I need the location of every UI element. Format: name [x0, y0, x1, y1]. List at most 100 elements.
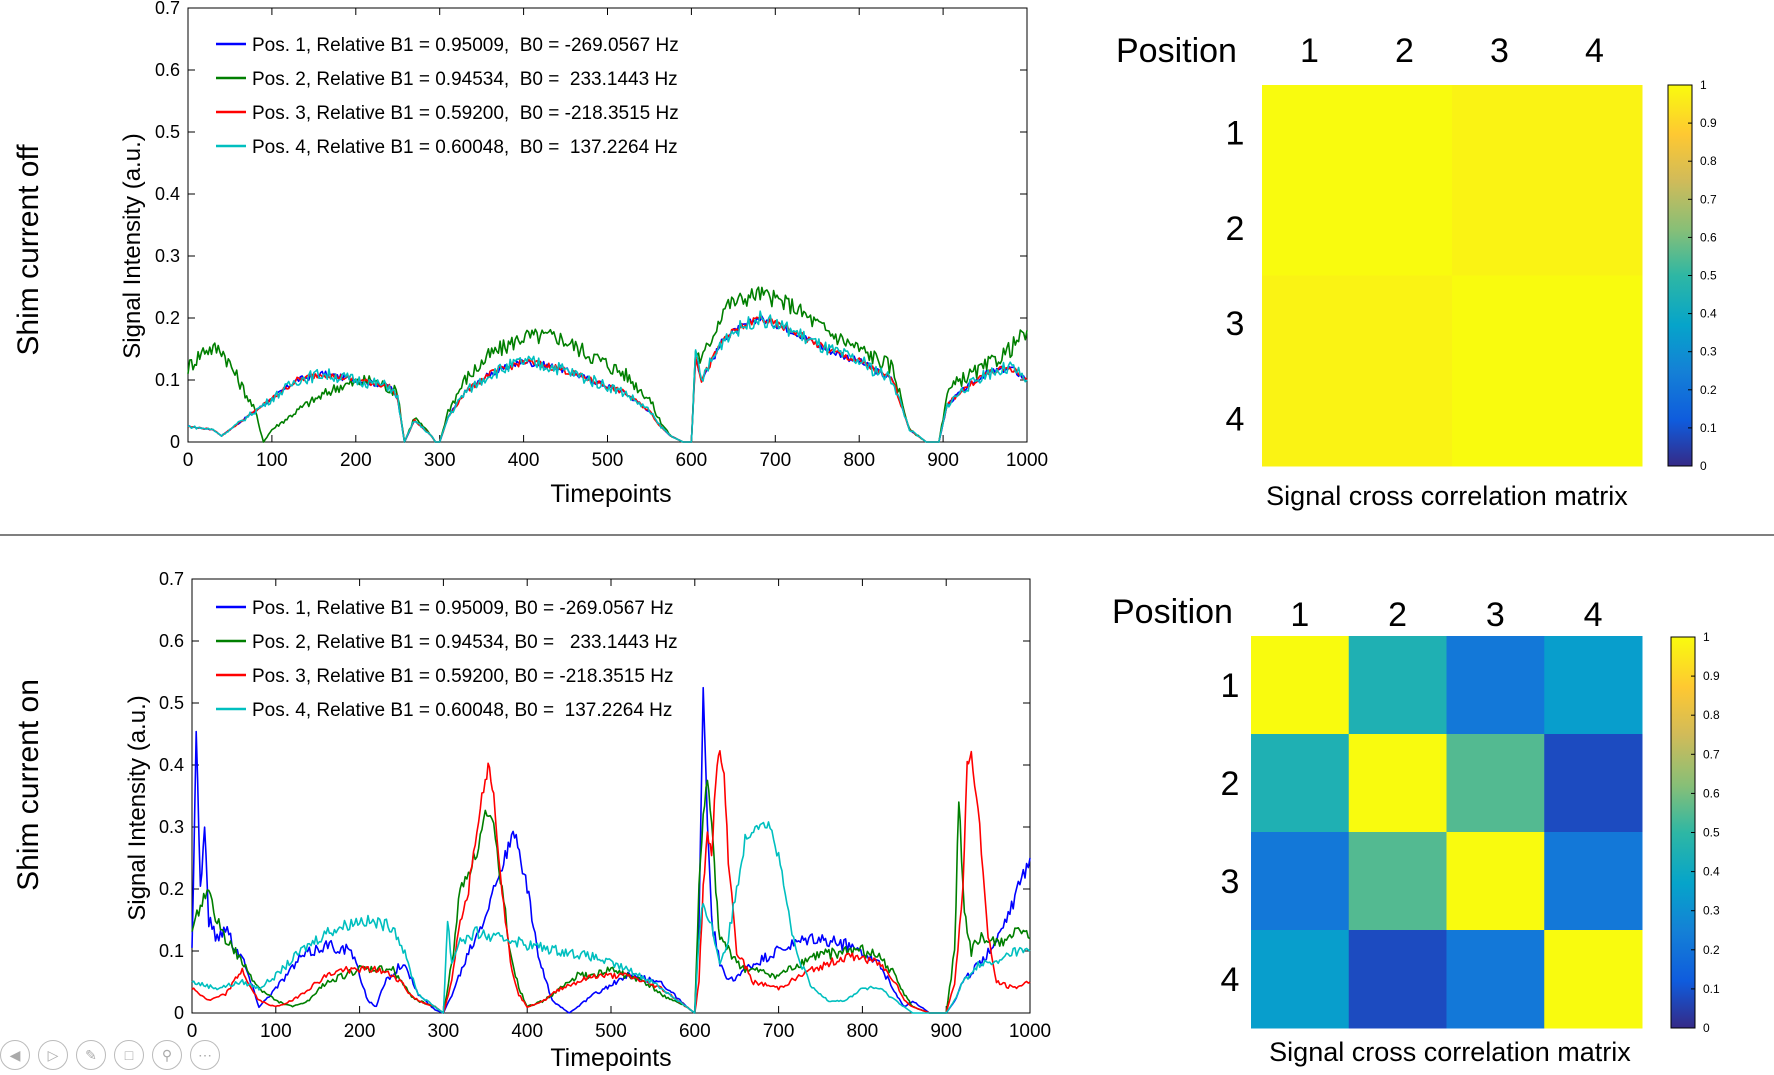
row-label: 1: [1221, 667, 1240, 705]
y-tick-label: 0.4: [159, 755, 184, 775]
legend: Pos. 1, Relative B1 = 0.95009, B0 = -269…: [216, 35, 679, 158]
column-label: 2: [1395, 32, 1414, 70]
x-tick-label: 900: [930, 1021, 962, 1042]
slideshow-toolbar: ◀ ▷ ✎ □ ⚲ ⋯: [0, 1040, 220, 1070]
matrix-cell-1-4: [1544, 636, 1643, 735]
y-tick-labels: 0 0.1 0.2 0.3 0.4 0.5 0.6 0.7: [159, 569, 184, 1023]
x-tick-label: 1000: [1009, 1021, 1051, 1042]
matrix-cell-2-2: [1348, 734, 1447, 833]
panel-label-shim-off: Shim current off: [12, 144, 45, 356]
column-label: 2: [1388, 596, 1407, 634]
pen-icon[interactable]: ✎: [76, 1040, 106, 1070]
series-lines: [191, 686, 1031, 1014]
legend-entry: Pos. 3, Relative B1 = 0.59200, B0 = -218…: [252, 666, 673, 687]
x-tick-label: 0: [187, 1021, 198, 1042]
column-label: 1: [1300, 32, 1319, 70]
colorbar-tick-label: 0.4: [1700, 307, 1717, 321]
matrix-cell-3-4: [1544, 832, 1643, 931]
column-labels: 1 2 3 4: [1300, 32, 1604, 70]
x-tick-label: 300: [428, 1021, 460, 1042]
matrix-cell-4-3: [1446, 930, 1545, 1029]
colorbar-tick-label: 0.7: [1703, 747, 1720, 761]
x-tick-label: 900: [927, 450, 959, 471]
series-lines: [187, 286, 1028, 443]
matrix-cell-3-1: [1251, 832, 1350, 931]
matrix-cell-2-4: [1547, 180, 1643, 276]
colorbar-tick-label: 0.9: [1700, 116, 1717, 130]
x-tick-label: 300: [424, 450, 456, 471]
panel-label-shim-on: Shim current on: [12, 679, 45, 891]
y-tick-label: 0.4: [155, 184, 180, 204]
y-tick-labels: 0 0.1 0.2 0.3 0.4 0.5 0.6 0.7: [155, 0, 180, 452]
matrix-cell-3-1: [1262, 275, 1358, 372]
series-line-pos-1: [191, 686, 1031, 1014]
matrix-cell-4-4: [1547, 370, 1643, 467]
colorbar-tick-label: 0: [1703, 1021, 1710, 1035]
y-tick-label: 0.3: [159, 817, 184, 837]
column-label: 3: [1490, 32, 1509, 70]
column-labels: 1 2 3 4: [1290, 596, 1602, 634]
legend-entry: Pos. 2, Relative B1 = 0.94534, B0 = 233.…: [252, 632, 678, 653]
matrix-cell-4-1: [1251, 930, 1350, 1029]
y-tick-label: 0.7: [159, 569, 184, 589]
legend-entry: Pos. 4, Relative B1 = 0.60048, B0 = 137.…: [252, 700, 672, 721]
column-label: 1: [1290, 596, 1309, 634]
matrix-cell-3-3: [1446, 832, 1545, 931]
x-tick-label: 200: [344, 1021, 376, 1042]
slides-icon[interactable]: □: [114, 1040, 144, 1070]
colorbar-tick-label: 0.3: [1700, 345, 1717, 359]
row-label: 4: [1221, 961, 1240, 999]
series-line-pos-3: [191, 749, 1031, 1014]
x-tick-labels: 0 100 200 300 400 500 600 700 800 900 1000: [187, 1021, 1051, 1042]
play-icon[interactable]: ▷: [38, 1040, 68, 1070]
y-tick-label: 0.6: [155, 60, 180, 80]
x-tick-label: 400: [508, 450, 540, 471]
y-tick-label: 0.1: [155, 370, 180, 390]
x-axis-label: Timepoints: [550, 480, 671, 508]
series-line-pos-2: [187, 286, 1028, 443]
x-tick-label: 100: [256, 450, 288, 471]
x-tick-label: 600: [676, 450, 708, 471]
legend: Pos. 1, Relative B1 = 0.95009, B0 = -269…: [216, 598, 678, 721]
colorbar-tick-label: 0.5: [1703, 826, 1720, 840]
matrix-cell-4-2: [1348, 930, 1447, 1029]
y-tick-label: 0.7: [155, 0, 180, 18]
matrix-cell-2-1: [1262, 180, 1358, 276]
y-tick-label: 0.2: [155, 308, 180, 328]
x-tick-label: 100: [260, 1021, 292, 1042]
row-label: 3: [1221, 863, 1240, 901]
x-tick-label: 700: [759, 450, 791, 471]
colorbar-tick-label: 0.4: [1703, 865, 1720, 879]
correlation-matrix-shim-on: Position 1 2 3 4 1 2 3 4 0 0.1 0.2 0.3 0.4 0.5 0.6 0.…: [1112, 593, 1720, 1067]
x-tick-label: 500: [592, 450, 624, 471]
position-label: Position: [1112, 593, 1233, 631]
row-label: 1: [1226, 115, 1245, 153]
y-tick-label: 0.2: [159, 879, 184, 899]
colorbar: 0 0.1 0.2 0.3 0.4 0.5 0.6 0.7 0.8 0.9 1: [1670, 630, 1720, 1035]
y-tick-label: 0.5: [155, 122, 180, 142]
line-plot-shim-off: 0 100 200 300 400 500 600 700 800 900 1000 0 0.1 0.2…: [119, 0, 1048, 508]
y-axis-label: Signal Intensity (a.u.): [124, 695, 151, 920]
colorbar-tick-label: 1: [1703, 630, 1710, 644]
back-icon[interactable]: ◀: [0, 1040, 30, 1070]
series-line-pos-4: [191, 821, 1031, 1014]
colorbar-tick-label: 0: [1700, 459, 1707, 473]
colorbar-tick-label: 0.8: [1700, 154, 1717, 168]
y-tick-label: 0: [170, 432, 180, 452]
matrix-cell-4-4: [1544, 930, 1643, 1029]
y-axis-label: Signal Intensity (a.u.): [119, 133, 146, 358]
matrix-cell-4-2: [1357, 370, 1453, 467]
colorbar-tick-label: 0.2: [1703, 943, 1720, 957]
y-tick-label: 0.3: [155, 246, 180, 266]
colorbar-tick-label: 0.5: [1700, 269, 1717, 283]
zoom-icon[interactable]: ⚲: [152, 1040, 182, 1070]
more-icon[interactable]: ⋯: [190, 1040, 220, 1070]
colorbar-tick-label: 0.2: [1700, 383, 1717, 397]
matrix-cell-1-1: [1251, 636, 1350, 735]
colorbar-tick-label: 1: [1700, 78, 1707, 92]
x-tick-label: 400: [511, 1021, 543, 1042]
matrix-cell-1-4: [1547, 85, 1643, 181]
series-line-pos-2: [191, 779, 1031, 1014]
position-label: Position: [1116, 32, 1237, 70]
colorbar-tick-label: 0.6: [1703, 786, 1720, 800]
